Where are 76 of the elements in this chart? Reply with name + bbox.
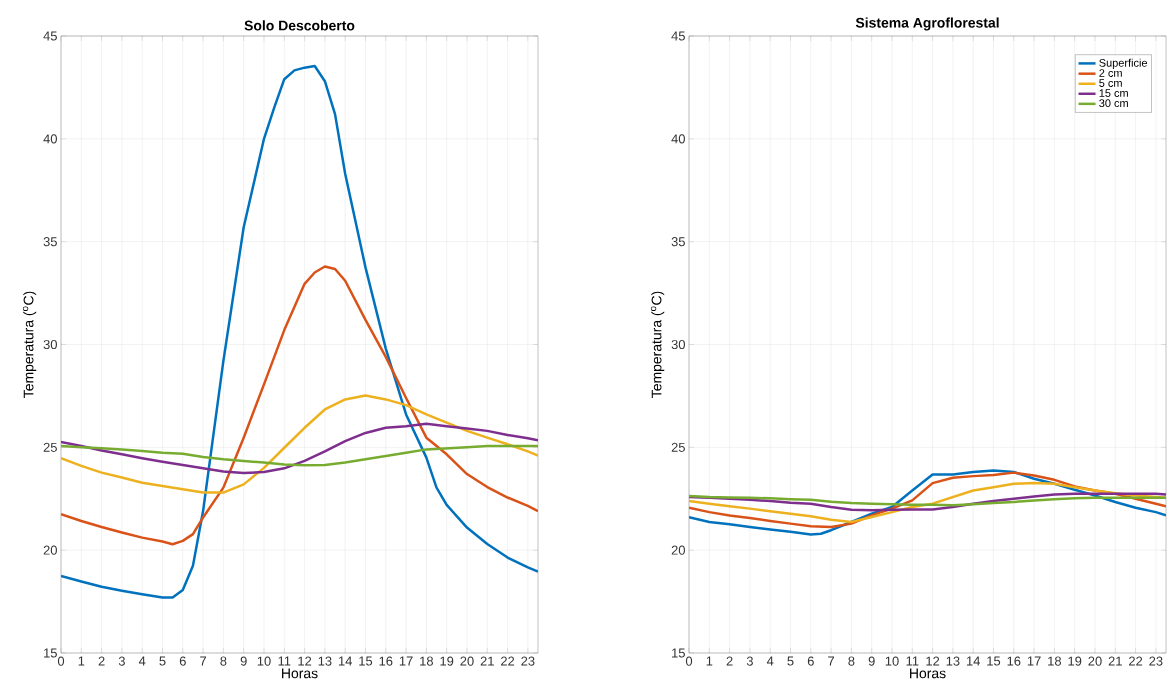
chart-title: Sistema Agroflorestal xyxy=(855,17,999,31)
y-tick-label: 40 xyxy=(43,134,57,144)
x-tick-label: 19 xyxy=(1068,656,1082,666)
y-tick-label: 45 xyxy=(671,31,685,41)
x-tick-label: 18 xyxy=(1048,656,1062,666)
y-tick-label: 15 xyxy=(44,648,57,658)
y-tick-label: 45 xyxy=(43,31,57,41)
x-tick-label: 1 xyxy=(78,656,85,666)
x-tick-label: 15 xyxy=(987,656,1001,666)
y-tick-label: 30 xyxy=(43,339,57,350)
x-tick-label: 23 xyxy=(1149,656,1163,666)
y-tick-label: 25 xyxy=(43,442,57,452)
x-tick-label: 14 xyxy=(338,656,352,666)
x-tick-label: 7 xyxy=(200,656,207,666)
x-tick-label: 10 xyxy=(257,656,271,666)
x-tick-label: 9 xyxy=(868,656,875,666)
x-tick-label: 17 xyxy=(1027,656,1041,666)
line-series xyxy=(61,64,539,599)
x-tick-label: 20 xyxy=(1088,656,1102,666)
x-tick-label: 16 xyxy=(1007,656,1021,666)
x-tick-label: 0 xyxy=(57,656,65,666)
line-series xyxy=(61,422,539,475)
x-tick-label: 4 xyxy=(138,656,146,666)
x-tick-label: 5 xyxy=(787,656,794,666)
y-tick-label: 20 xyxy=(671,545,685,555)
x-tick-label: 0 xyxy=(685,656,693,666)
x-tick-label: 3 xyxy=(746,656,753,666)
x-tick-label: 12 xyxy=(298,656,312,666)
x-tick-label: 6 xyxy=(807,656,814,666)
y-tick-label: 30 xyxy=(671,339,685,350)
x-axis-title: Horas xyxy=(910,668,946,679)
y-tick-label: 15 xyxy=(672,648,685,658)
x-tick-label: 5 xyxy=(159,656,166,666)
x-tick-label: 11 xyxy=(278,656,291,666)
x-tick-label: 18 xyxy=(420,656,434,666)
x-tick-label: 19 xyxy=(440,656,454,666)
y-tick-label: 35 xyxy=(671,237,685,247)
x-tick-label: 7 xyxy=(828,656,835,666)
x-tick-label: 4 xyxy=(766,656,774,666)
x-tick-label: 13 xyxy=(946,656,960,666)
legend-label: 2 cm xyxy=(1099,69,1122,77)
x-tick-label: 15 xyxy=(359,656,373,666)
y-axis-title: Temperatura ($^{o}$C) xyxy=(22,291,37,398)
line-series xyxy=(61,265,539,546)
x-tick-label: 16 xyxy=(379,656,393,666)
x-tick-label: 23 xyxy=(521,656,535,666)
x-tick-label: 8 xyxy=(848,656,855,666)
x-tick-label: 13 xyxy=(318,656,332,666)
y-tick-label: 25 xyxy=(671,442,685,452)
y-tick-label: 20 xyxy=(43,545,57,555)
legend-label: Superficie xyxy=(1099,58,1148,69)
x-axis-title: Horas xyxy=(282,668,318,679)
x-tick-label: 10 xyxy=(885,656,899,666)
x-tick-label: 12 xyxy=(926,656,940,666)
legend-label: 15 cm xyxy=(1099,89,1128,97)
x-tick-label: 21 xyxy=(480,656,494,666)
x-tick-label: 22 xyxy=(501,656,515,666)
y-tick-label: 40 xyxy=(671,134,685,144)
legend-label: 5 cm xyxy=(1099,79,1122,87)
x-tick-label: 20 xyxy=(460,656,474,666)
x-tick-label: 2 xyxy=(98,656,105,666)
x-tick-label: 14 xyxy=(966,656,981,666)
x-tick-label: 8 xyxy=(220,656,227,666)
x-tick-label: 22 xyxy=(1129,656,1143,666)
x-tick-label: 1 xyxy=(706,656,713,666)
x-tick-label: 6 xyxy=(179,656,186,666)
legend-label: 30 cm xyxy=(1099,99,1128,108)
x-tick-label: 9 xyxy=(240,656,247,666)
chart-title: Solo Descoberto xyxy=(244,20,355,31)
x-tick-label: 11 xyxy=(906,656,919,666)
x-tick-label: 3 xyxy=(118,656,125,666)
y-tick-label: 35 xyxy=(43,237,57,247)
x-tick-label: 2 xyxy=(726,656,733,666)
x-tick-label: 21 xyxy=(1108,656,1122,666)
x-tick-label: 17 xyxy=(399,656,413,666)
y-axis-title: Temperatura ($^{o}$C) xyxy=(650,291,665,398)
